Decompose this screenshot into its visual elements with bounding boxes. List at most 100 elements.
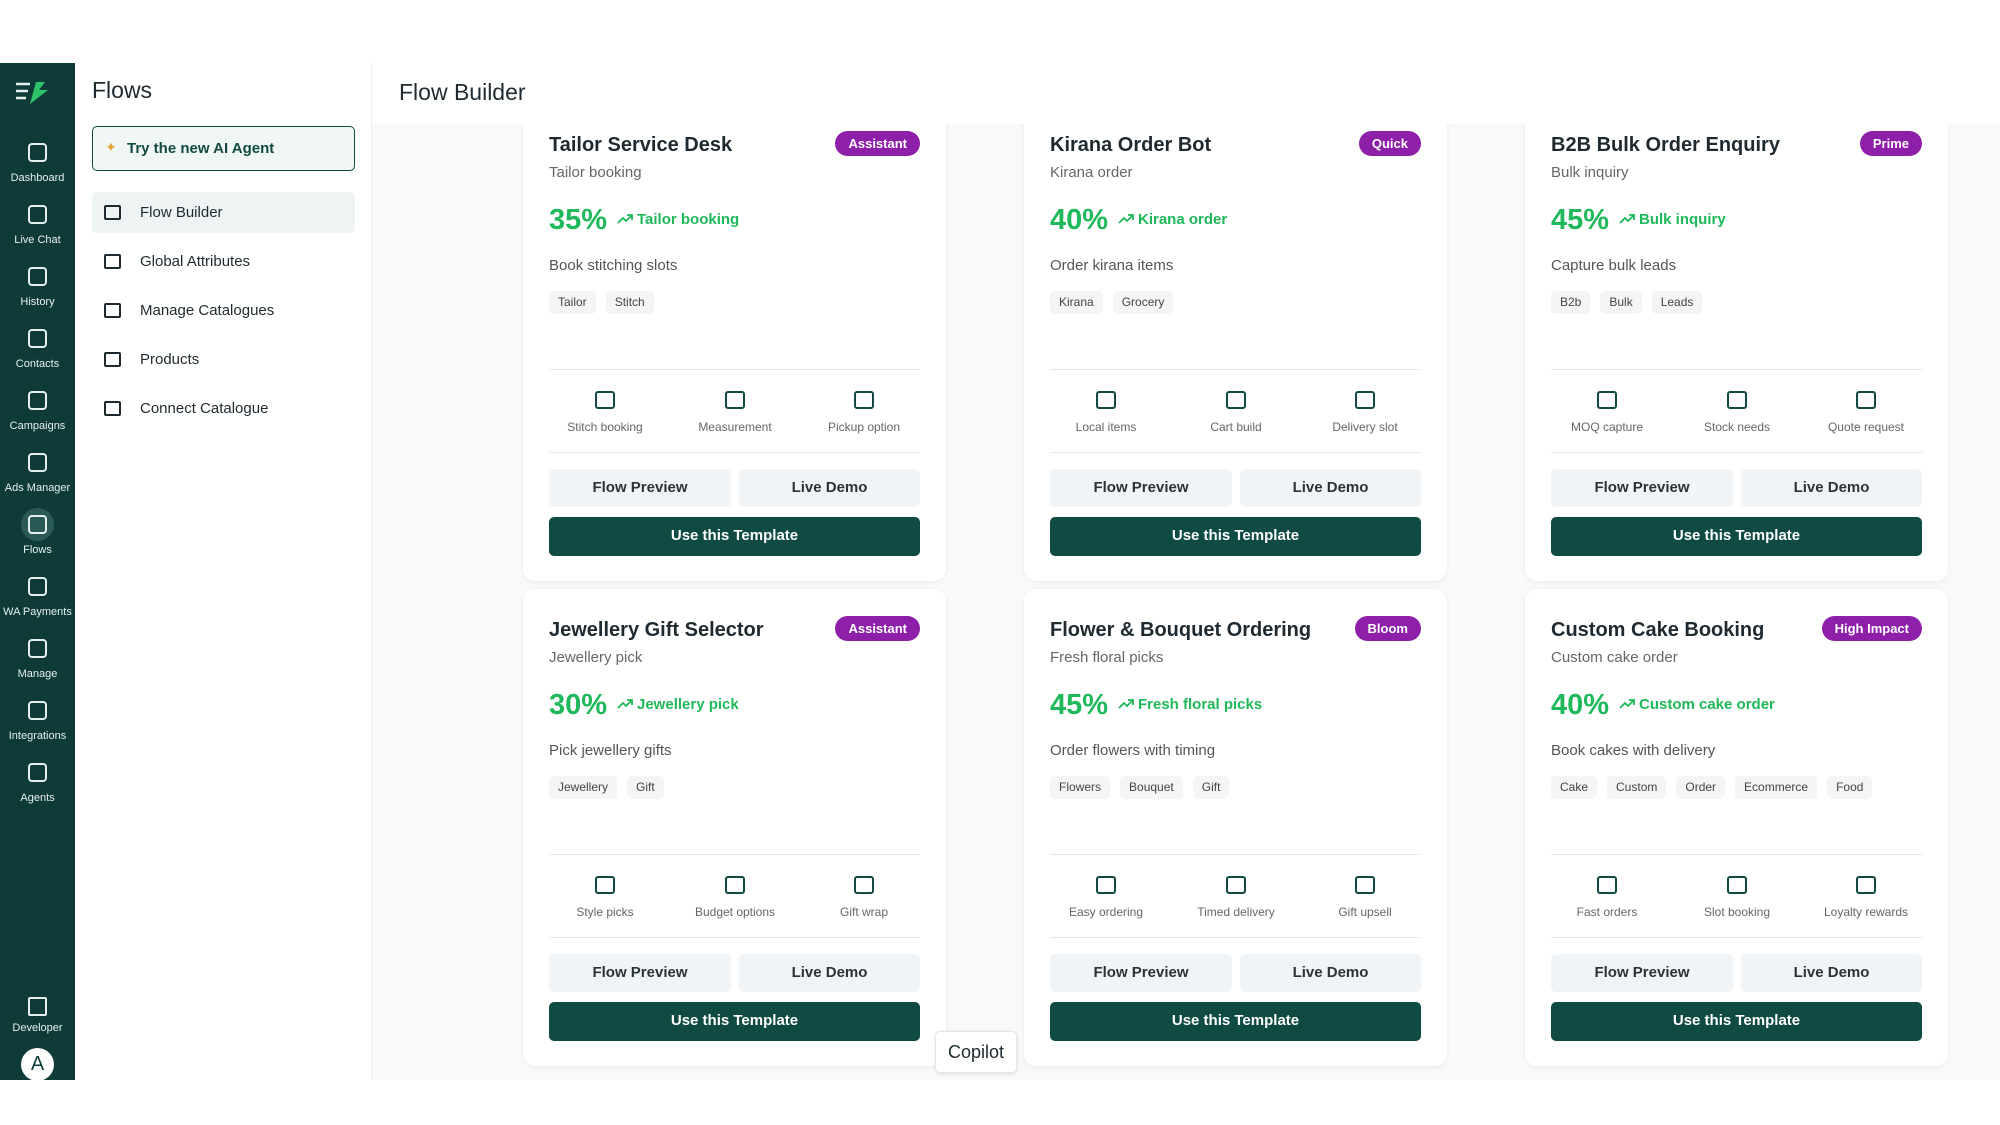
menu-icon: [104, 401, 121, 416]
nav-icon: [28, 701, 47, 720]
tag: Bouquet: [1120, 776, 1183, 799]
feature-label: Delivery slot: [1332, 420, 1398, 434]
use-template-button[interactable]: Use this Template: [1551, 517, 1922, 556]
nav-icon: [28, 763, 47, 782]
header: Flow Builder: [372, 63, 2000, 124]
header-title: Flow Builder: [399, 79, 526, 105]
use-template-button[interactable]: Use this Template: [1050, 1002, 1421, 1041]
card-title: Flower & Bouquet Ordering: [1050, 619, 1312, 641]
card-description: Book cakes with delivery: [1551, 742, 1716, 759]
flow-preview-button[interactable]: Flow Preview: [1551, 469, 1733, 507]
feature-icon: [595, 391, 615, 409]
template-card: Kirana Order Bot Quick Kirana order 40% Kira…: [1024, 124, 1447, 581]
nav-label[interactable]: WA Payments: [3, 606, 72, 618]
flow-preview-button[interactable]: Flow Preview: [1050, 469, 1232, 507]
card-badge: High Impact: [1821, 616, 1922, 641]
divider: [549, 854, 920, 855]
feature-icon: [1727, 391, 1747, 409]
tag-list: Jewellery Gift: [549, 776, 674, 799]
flows-panel: Flows ✦ Try the new AI Agent Flow Builde…: [75, 63, 372, 1080]
live-demo-button[interactable]: Live Demo: [1741, 954, 1922, 992]
feature-icon: [1856, 391, 1876, 409]
flow-preview-button[interactable]: Flow Preview: [549, 469, 731, 507]
feature-icon: [854, 876, 874, 894]
card-title: B2B Bulk Order Enquiry: [1551, 134, 1780, 156]
panel-title: Flows: [92, 77, 153, 103]
tag: Jewellery: [549, 776, 618, 799]
menu-label: Flow Builder: [140, 204, 223, 221]
card-rate: 30%: [549, 689, 608, 721]
nav-label[interactable]: History: [20, 296, 55, 308]
nav-label[interactable]: Dashboard: [10, 172, 65, 184]
live-demo-button[interactable]: Live Demo: [739, 469, 920, 507]
live-demo-button[interactable]: Live Demo: [1240, 469, 1421, 507]
feature-label: Pickup option: [827, 420, 901, 434]
card-title: Tailor Service Desk: [549, 134, 733, 156]
feature-icon: [1096, 876, 1116, 894]
nav-icon: [28, 143, 47, 162]
live-demo-button[interactable]: Live Demo: [739, 954, 920, 992]
live-demo-button[interactable]: Live Demo: [1240, 954, 1421, 992]
logo: [16, 82, 48, 104]
flow-preview-button[interactable]: Flow Preview: [549, 954, 731, 992]
trend-arrow: [1118, 699, 1134, 709]
tag-list: Tailor Stitch: [549, 291, 664, 314]
nav-label[interactable]: Live Chat: [14, 234, 61, 246]
menu-item[interactable]: Connect Catalogue: [92, 388, 355, 429]
feature-label: Quote request: [1827, 420, 1905, 434]
tag: Flowers: [1050, 776, 1111, 799]
feature-icon: [1597, 876, 1617, 894]
menu-item[interactable]: Flow Builder: [92, 192, 355, 233]
nav-icon: [28, 205, 47, 224]
nav-label[interactable]: Agents: [20, 792, 55, 804]
nav-label[interactable]: Manage: [17, 668, 58, 680]
use-template-button[interactable]: Use this Template: [549, 1002, 920, 1041]
use-template-button[interactable]: Use this Template: [1050, 517, 1421, 556]
trend-arrow: [617, 214, 633, 224]
card-trend: Tailor booking: [637, 211, 740, 228]
template-card: Tailor Service Desk Assistant Tailor booki…: [523, 124, 946, 581]
tag: Custom: [1607, 776, 1667, 799]
tag: Food: [1827, 776, 1873, 799]
developer-label[interactable]: Developer: [12, 1022, 63, 1034]
nav-label[interactable]: Campaigns: [9, 420, 66, 432]
card-rate: 45%: [1050, 689, 1109, 721]
feature-label: Easy ordering: [1068, 905, 1144, 919]
card-description: Order kirana items: [1050, 257, 1174, 274]
tag: Leads: [1651, 291, 1703, 314]
avatar[interactable]: A: [21, 1048, 54, 1081]
live-demo-button[interactable]: Live Demo: [1741, 469, 1922, 507]
divider: [1050, 369, 1421, 370]
trend-arrow: [1619, 699, 1635, 709]
use-template-button[interactable]: Use this Template: [1551, 1002, 1922, 1041]
use-template-button[interactable]: Use this Template: [549, 517, 920, 556]
nav-label[interactable]: Contacts: [15, 358, 60, 370]
nav-label[interactable]: Ads Manager: [4, 482, 71, 494]
card-description: Book stitching slots: [549, 257, 678, 274]
developer-icon: [28, 997, 47, 1016]
feature-icon: [725, 391, 745, 409]
menu-item[interactable]: Global Attributes: [92, 241, 355, 282]
flow-preview-button[interactable]: Flow Preview: [1050, 954, 1232, 992]
divider: [1551, 854, 1922, 855]
divider: [549, 937, 920, 938]
menu-item[interactable]: Manage Catalogues: [92, 290, 355, 331]
feature-label: Budget options: [694, 905, 776, 919]
ai-agent-button[interactable]: ✦ Try the new AI Agent: [92, 126, 355, 171]
nav-icon: [28, 515, 47, 534]
nav-label[interactable]: Integrations: [8, 730, 67, 742]
nav-label[interactable]: Flows: [23, 544, 52, 556]
card-title: Jewellery Gift Selector: [549, 619, 764, 641]
feature-label: Stitch booking: [567, 420, 643, 434]
menu-item[interactable]: Products: [92, 339, 355, 380]
nav-icon: [28, 577, 47, 596]
tag-list: Flowers Bouquet Gift: [1050, 776, 1239, 799]
feature-icon: [595, 876, 615, 894]
card-trend: Jewellery pick: [637, 696, 739, 713]
feature-icon: [1355, 391, 1375, 409]
menu-icon: [104, 352, 121, 367]
copilot-button[interactable]: Copilot: [935, 1031, 1017, 1073]
feature-icon: [854, 391, 874, 409]
flow-preview-button[interactable]: Flow Preview: [1551, 954, 1733, 992]
menu-icon: [104, 254, 121, 269]
